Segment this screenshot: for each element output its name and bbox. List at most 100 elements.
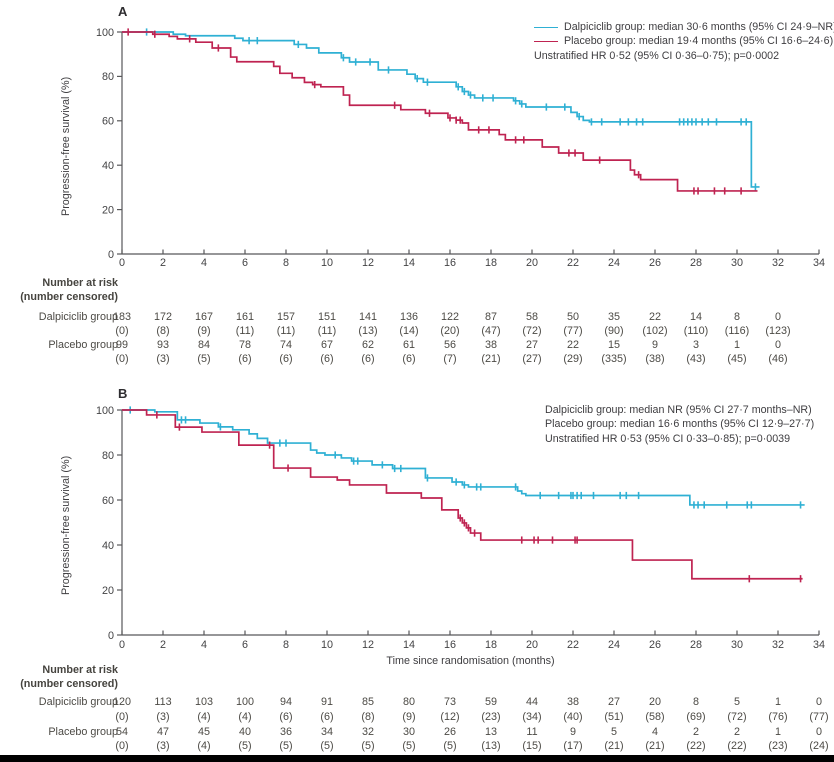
- risk-count-cell: 78: [238, 339, 251, 351]
- risk-count-cell: 84: [197, 339, 210, 351]
- censored-count-cell: (110): [683, 325, 709, 337]
- risk-count-cell: 36: [279, 726, 292, 738]
- panel-b-legend: Dalpiciclib group: median NR (95% CI 27·…: [545, 403, 814, 446]
- censored-count-cell: (9): [197, 325, 211, 337]
- placebo-line-swatch: [534, 41, 558, 43]
- censored-count-cell: (116): [724, 325, 750, 337]
- censored-count-cell: (27): [522, 353, 542, 365]
- risk-count-cell: 44: [525, 696, 538, 708]
- x-tick-label: 24: [608, 257, 620, 269]
- risk-count-cell: 113: [154, 696, 172, 708]
- risk-count-cell: 8: [692, 696, 699, 708]
- page-rule-bar: [0, 755, 834, 762]
- censored-count-cell: (21): [645, 740, 665, 752]
- censored-count-cell: (58): [645, 711, 665, 723]
- censored-count-cell: (0): [115, 711, 129, 723]
- censored-count-cell: (47): [481, 325, 501, 337]
- legend-text: Dalpiciclib group: median NR (95% CI 27·…: [545, 404, 812, 416]
- censored-count-cell: (17): [563, 740, 583, 752]
- y-tick-label: 0: [108, 249, 114, 261]
- risk-count-cell: 14: [689, 311, 702, 323]
- km-curve-dalpiciclib-a: [122, 31, 760, 188]
- risk-count-cell: 3: [692, 339, 699, 351]
- risk-count-cell: 73: [443, 696, 456, 708]
- risk-count-cell: 141: [358, 311, 377, 323]
- risk-count-cell: 54: [115, 726, 128, 738]
- censored-count-cell: (11): [276, 325, 296, 337]
- risk-count-cell: 100: [235, 696, 254, 708]
- risk-count-cell: 9: [651, 339, 658, 351]
- risk-count-cell: 5: [610, 726, 617, 738]
- censored-count-cell: (4): [238, 711, 252, 723]
- censored-count-cell: (5): [443, 740, 457, 752]
- risk-count-cell: 161: [235, 311, 254, 323]
- risk-count-cell: 0: [815, 696, 822, 708]
- x-tick-label: 10: [321, 639, 333, 651]
- risk-count-cell: 61: [402, 339, 415, 351]
- x-tick-label: 22: [567, 257, 579, 269]
- censored-count-cell: (21): [481, 353, 501, 365]
- risk-count-cell: 27: [525, 339, 538, 351]
- censored-count-cell: (5): [361, 740, 375, 752]
- censored-count-cell: (24): [809, 740, 829, 752]
- censored-count-cell: (72): [522, 325, 542, 337]
- legend-text: Dalpiciclib group: median 30·6 months (9…: [564, 21, 834, 33]
- censored-count-cell: (77): [809, 711, 829, 723]
- x-tick-label: 6: [242, 639, 248, 651]
- risk-count-cell: 85: [361, 696, 374, 708]
- x-tick-label: 20: [526, 639, 538, 651]
- risk-count-cell: 4: [651, 726, 658, 738]
- y-tick-label: 0: [108, 630, 114, 642]
- legend-text: Unstratified HR 0·52 (95% CI 0·36–0·75);…: [534, 49, 780, 62]
- x-tick-label: 26: [649, 639, 661, 651]
- x-tick-label: 30: [731, 639, 743, 651]
- x-tick-label: 32: [772, 257, 784, 269]
- risk-count-cell: 58: [525, 311, 538, 323]
- x-tick-label: 4: [201, 639, 207, 651]
- x-tick-label: 8: [283, 257, 289, 269]
- risk-count-cell: 1: [733, 339, 740, 351]
- risk-count-cell: 40: [238, 726, 251, 738]
- km-curve-placebo-b: [122, 409, 803, 580]
- legend-text: Placebo group: median 16·6 months (95% C…: [545, 418, 815, 431]
- panel-b-label: B: [118, 386, 128, 401]
- censored-count-cell: (6): [279, 711, 293, 723]
- censored-count-cell: (40): [563, 711, 583, 723]
- km-curve-placebo-a: [122, 31, 758, 192]
- risk-count-cell: 2: [733, 726, 740, 738]
- risk-count-cell: 50: [566, 311, 579, 323]
- risk-count-cell: 47: [156, 726, 169, 738]
- risk-count-cell: 151: [317, 311, 336, 323]
- risk-count-cell: 2: [692, 726, 699, 738]
- panel-b-y-axis-title: Progression-free survival (%): [60, 455, 72, 595]
- censored-count-cell: (11): [317, 325, 337, 337]
- risk-count-cell: 56: [443, 339, 456, 351]
- censored-count-cell: (11): [235, 325, 255, 337]
- risk-count-cell: 157: [276, 311, 295, 323]
- legend-text: Placebo group: median 19·4 months (95% C…: [564, 35, 834, 48]
- censored-count-cell: (9): [402, 711, 416, 723]
- x-tick-label: 10: [321, 257, 333, 269]
- censored-count-cell: (13): [481, 740, 501, 752]
- y-tick-label: 40: [102, 160, 114, 172]
- risk-count-cell: 172: [153, 311, 172, 323]
- censored-count-cell: (15): [522, 740, 542, 752]
- censored-count-cell: (4): [197, 740, 211, 752]
- x-tick-label: 28: [690, 257, 702, 269]
- y-tick-label: 20: [102, 204, 114, 216]
- x-tick-label: 20: [526, 257, 538, 269]
- censored-count-cell: (3): [156, 711, 170, 723]
- risk-count-cell: 34: [320, 726, 333, 738]
- risk-count-cell: 20: [648, 696, 661, 708]
- legend-text: Unstratified HR 0·53 (95% CI 0·33–0·85);…: [545, 432, 791, 445]
- risk-count-cell: 11: [526, 726, 538, 738]
- risk-count-cell: 183: [112, 311, 131, 323]
- risk-count-cell: 9: [569, 726, 576, 738]
- risk-count-cell: 62: [361, 339, 374, 351]
- x-tick-label: 12: [362, 639, 374, 651]
- legend-line: Dalpiciclib group: median 30·6 months (9…: [534, 20, 834, 34]
- risk-count-cell: 59: [484, 696, 497, 708]
- censored-count-cell: (4): [197, 711, 211, 723]
